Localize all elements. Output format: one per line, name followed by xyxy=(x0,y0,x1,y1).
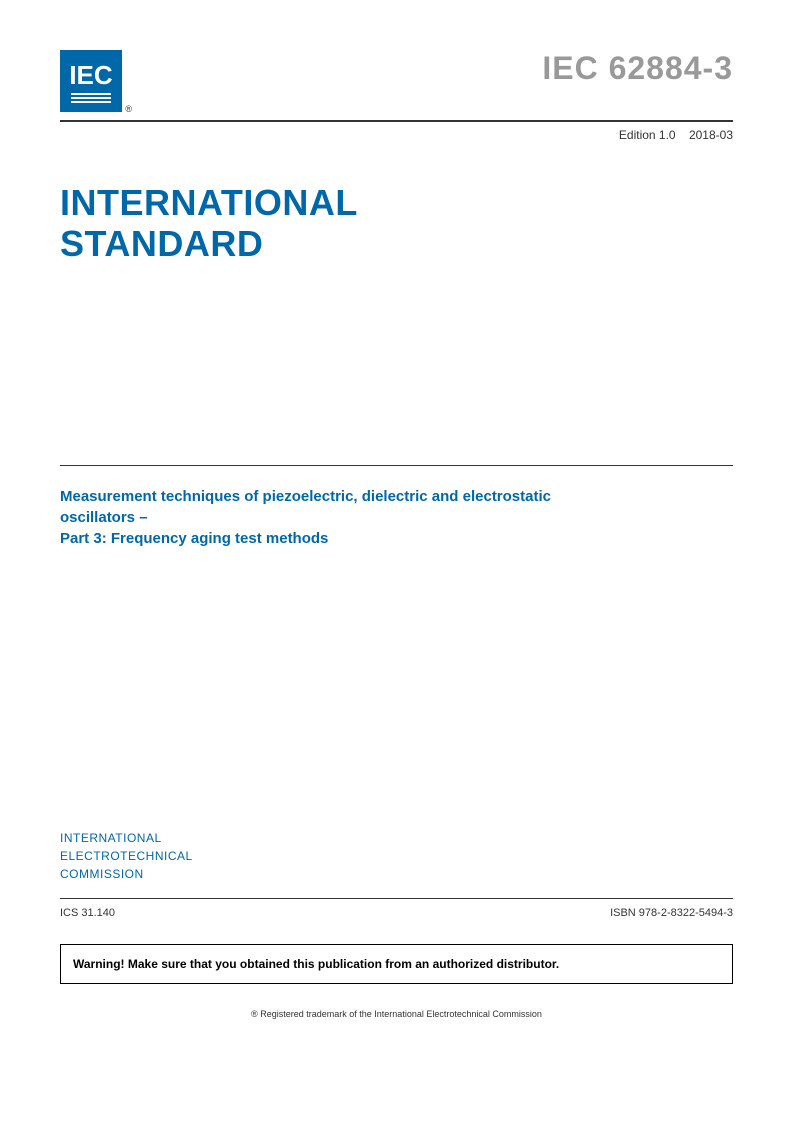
main-title-line1: INTERNATIONAL xyxy=(60,182,733,223)
bottom-horizontal-rule xyxy=(60,898,733,899)
logo-lines xyxy=(71,93,111,103)
warning-box: Warning! Make sure that you obtained thi… xyxy=(60,944,733,984)
logo-text: IEC xyxy=(69,60,112,91)
warning-text: Warning! Make sure that you obtained thi… xyxy=(73,957,559,971)
org-line3: COMMISSION xyxy=(60,865,733,883)
ics-code: ICS 31.140 xyxy=(60,907,115,919)
main-title-line2: STANDARD xyxy=(60,223,733,264)
org-line1: INTERNATIONAL xyxy=(60,829,733,847)
ics-isbn-row: ICS 31.140 ISBN 978-2-8322-5494-3 xyxy=(60,907,733,919)
subtitle-line1: Measurement techniques of piezoelectric,… xyxy=(60,486,733,507)
standard-number: IEC 62884-3 xyxy=(542,50,733,87)
subtitle-line3: Part 3: Frequency aging test methods xyxy=(60,528,733,549)
top-horizontal-rule xyxy=(60,120,733,122)
org-line2: ELECTROTECHNICAL xyxy=(60,847,733,865)
publication-date: 2018-03 xyxy=(689,128,733,142)
edition-label: Edition 1.0 xyxy=(619,128,676,142)
subtitle-line2: oscillators – xyxy=(60,507,733,528)
header-row: IEC ® IEC 62884-3 xyxy=(60,50,733,112)
isbn-number: ISBN 978-2-8322-5494-3 xyxy=(610,907,733,919)
registered-mark: ® xyxy=(125,104,132,114)
edition-date-row: Edition 1.0 2018-03 xyxy=(60,128,733,142)
mid-horizontal-rule xyxy=(60,465,733,466)
organization-name: INTERNATIONAL ELECTROTECHNICAL COMMISSIO… xyxy=(60,829,733,883)
iec-logo: IEC ® xyxy=(60,50,122,112)
document-subtitle: Measurement techniques of piezoelectric,… xyxy=(60,486,733,549)
document-main-title: INTERNATIONAL STANDARD xyxy=(60,182,733,265)
trademark-note: ® Registered trademark of the Internatio… xyxy=(60,1009,733,1019)
